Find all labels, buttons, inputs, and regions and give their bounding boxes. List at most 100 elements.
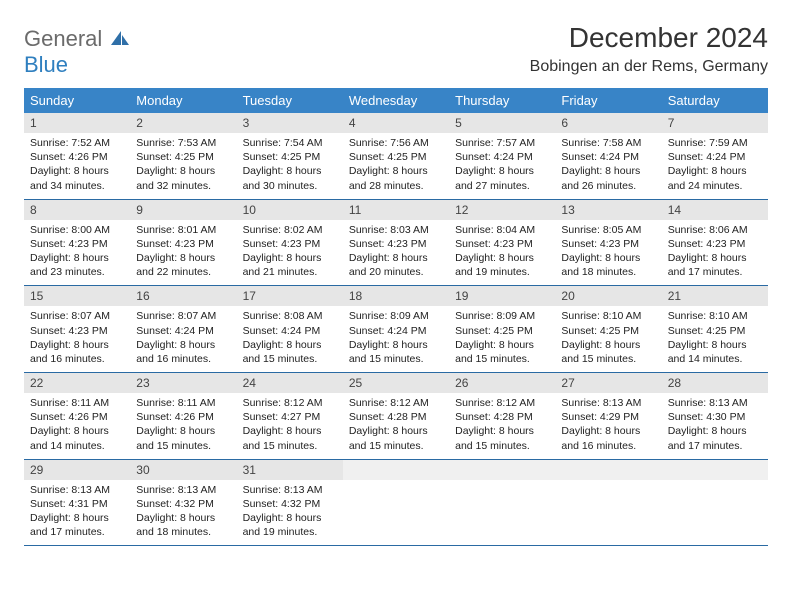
daylight-line: Daylight: 8 hours and 19 minutes. xyxy=(243,511,337,539)
calendar-cell: 4Sunrise: 7:56 AMSunset: 4:25 PMDaylight… xyxy=(343,113,449,199)
daylight-line: Daylight: 8 hours and 17 minutes. xyxy=(668,424,762,452)
day-number: 21 xyxy=(662,286,768,306)
day-details: Sunrise: 7:52 AMSunset: 4:26 PMDaylight:… xyxy=(24,133,130,199)
day-details: Sunrise: 8:10 AMSunset: 4:25 PMDaylight:… xyxy=(662,306,768,372)
calendar-cell: 6Sunrise: 7:58 AMSunset: 4:24 PMDaylight… xyxy=(555,113,661,199)
calendar-cell: 20Sunrise: 8:10 AMSunset: 4:25 PMDayligh… xyxy=(555,286,661,372)
sunrise-line: Sunrise: 8:13 AM xyxy=(136,483,230,497)
daylight-line: Daylight: 8 hours and 23 minutes. xyxy=(30,251,124,279)
calendar-cell: 11Sunrise: 8:03 AMSunset: 4:23 PMDayligh… xyxy=(343,200,449,286)
sunset-line: Sunset: 4:23 PM xyxy=(349,237,443,251)
sunset-line: Sunset: 4:24 PM xyxy=(668,150,762,164)
calendar-cell: 2Sunrise: 7:53 AMSunset: 4:25 PMDaylight… xyxy=(130,113,236,199)
daylight-line: Daylight: 8 hours and 18 minutes. xyxy=(561,251,655,279)
logo-text-1: General xyxy=(24,26,102,51)
sunset-line: Sunset: 4:28 PM xyxy=(349,410,443,424)
daylight-line: Daylight: 8 hours and 15 minutes. xyxy=(455,424,549,452)
calendar-cell: 15Sunrise: 8:07 AMSunset: 4:23 PMDayligh… xyxy=(24,286,130,372)
sunrise-line: Sunrise: 8:00 AM xyxy=(30,223,124,237)
sunrise-line: Sunrise: 8:10 AM xyxy=(561,309,655,323)
sunrise-line: Sunrise: 8:13 AM xyxy=(243,483,337,497)
day-number: 15 xyxy=(24,286,130,306)
day-details: Sunrise: 8:11 AMSunset: 4:26 PMDaylight:… xyxy=(130,393,236,459)
calendar-cell: 14Sunrise: 8:06 AMSunset: 4:23 PMDayligh… xyxy=(662,200,768,286)
sunrise-line: Sunrise: 8:07 AM xyxy=(30,309,124,323)
calendar-cell: 1Sunrise: 7:52 AMSunset: 4:26 PMDaylight… xyxy=(24,113,130,199)
daylight-line: Daylight: 8 hours and 17 minutes. xyxy=(30,511,124,539)
day-number: 12 xyxy=(449,200,555,220)
day-details: Sunrise: 7:57 AMSunset: 4:24 PMDaylight:… xyxy=(449,133,555,199)
calendar-cell: 7Sunrise: 7:59 AMSunset: 4:24 PMDaylight… xyxy=(662,113,768,199)
day-details: Sunrise: 7:59 AMSunset: 4:24 PMDaylight:… xyxy=(662,133,768,199)
daylight-line: Daylight: 8 hours and 15 minutes. xyxy=(243,424,337,452)
sunrise-line: Sunrise: 8:13 AM xyxy=(30,483,124,497)
day-number xyxy=(662,460,768,480)
day-details: Sunrise: 7:58 AMSunset: 4:24 PMDaylight:… xyxy=(555,133,661,199)
calendar-cell-empty xyxy=(555,460,661,546)
calendar-cell: 5Sunrise: 7:57 AMSunset: 4:24 PMDaylight… xyxy=(449,113,555,199)
day-details: Sunrise: 8:12 AMSunset: 4:28 PMDaylight:… xyxy=(343,393,449,459)
calendar-week: 8Sunrise: 8:00 AMSunset: 4:23 PMDaylight… xyxy=(24,200,768,287)
sunrise-line: Sunrise: 8:01 AM xyxy=(136,223,230,237)
day-number: 10 xyxy=(237,200,343,220)
day-number: 25 xyxy=(343,373,449,393)
day-details: Sunrise: 8:07 AMSunset: 4:24 PMDaylight:… xyxy=(130,306,236,372)
sunrise-line: Sunrise: 7:58 AM xyxy=(561,136,655,150)
daylight-line: Daylight: 8 hours and 20 minutes. xyxy=(349,251,443,279)
sunrise-line: Sunrise: 8:02 AM xyxy=(243,223,337,237)
sunrise-line: Sunrise: 8:11 AM xyxy=(30,396,124,410)
sunrise-line: Sunrise: 7:59 AM xyxy=(668,136,762,150)
day-details: Sunrise: 8:13 AMSunset: 4:32 PMDaylight:… xyxy=(130,480,236,546)
sunrise-line: Sunrise: 8:04 AM xyxy=(455,223,549,237)
header: General Blue December 2024 Bobingen an d… xyxy=(24,22,768,78)
day-number: 17 xyxy=(237,286,343,306)
calendar-week: 29Sunrise: 8:13 AMSunset: 4:31 PMDayligh… xyxy=(24,460,768,547)
day-details: Sunrise: 8:08 AMSunset: 4:24 PMDaylight:… xyxy=(237,306,343,372)
daylight-line: Daylight: 8 hours and 14 minutes. xyxy=(30,424,124,452)
calendar-cell: 29 Sunrise: 8:13 AMSunset: 4:31 PMDayligh… xyxy=(24,460,130,546)
sunrise-line: Sunrise: 8:08 AM xyxy=(243,309,337,323)
calendar-cell: 26Sunrise: 8:12 AMSunset: 4:28 PMDayligh… xyxy=(449,373,555,459)
weekday-header: Sunday xyxy=(24,88,130,113)
day-details: Sunrise: 8:07 AMSunset: 4:23 PMDaylight:… xyxy=(24,306,130,372)
calendar-cell: 28Sunrise: 8:13 AMSunset: 4:30 PMDayligh… xyxy=(662,373,768,459)
day-details: Sunrise: 8:04 AMSunset: 4:23 PMDaylight:… xyxy=(449,220,555,286)
weekday-header: Monday xyxy=(130,88,236,113)
weekday-header: Saturday xyxy=(662,88,768,113)
sunset-line: Sunset: 4:24 PM xyxy=(455,150,549,164)
calendar-cell: 9Sunrise: 8:01 AMSunset: 4:23 PMDaylight… xyxy=(130,200,236,286)
calendar-cell: 3Sunrise: 7:54 AMSunset: 4:25 PMDaylight… xyxy=(237,113,343,199)
day-details: Sunrise: 7:53 AMSunset: 4:25 PMDaylight:… xyxy=(130,133,236,199)
sunset-line: Sunset: 4:31 PM xyxy=(30,497,124,511)
calendar-cell: 10Sunrise: 8:02 AMSunset: 4:23 PMDayligh… xyxy=(237,200,343,286)
calendar-cell: 19Sunrise: 8:09 AMSunset: 4:25 PMDayligh… xyxy=(449,286,555,372)
sunset-line: Sunset: 4:30 PM xyxy=(668,410,762,424)
day-details: Sunrise: 8:02 AMSunset: 4:23 PMDaylight:… xyxy=(237,220,343,286)
day-number: 4 xyxy=(343,113,449,133)
title-block: December 2024 Bobingen an der Rems, Germ… xyxy=(530,22,768,76)
logo: General Blue xyxy=(24,22,130,78)
calendar-cell: 30Sunrise: 8:13 AMSunset: 4:32 PMDayligh… xyxy=(130,460,236,546)
day-number: 31 xyxy=(237,460,343,480)
day-number: 5 xyxy=(449,113,555,133)
daylight-line: Daylight: 8 hours and 15 minutes. xyxy=(561,338,655,366)
day-number: 13 xyxy=(555,200,661,220)
day-details: Sunrise: 8:11 AMSunset: 4:26 PMDaylight:… xyxy=(24,393,130,459)
daylight-line: Daylight: 8 hours and 17 minutes. xyxy=(668,251,762,279)
sunrise-line: Sunrise: 8:12 AM xyxy=(455,396,549,410)
sunrise-line: Sunrise: 8:13 AM xyxy=(668,396,762,410)
sunset-line: Sunset: 4:23 PM xyxy=(455,237,549,251)
daylight-line: Daylight: 8 hours and 30 minutes. xyxy=(243,164,337,192)
day-number: 29 xyxy=(24,460,130,480)
page-title: December 2024 xyxy=(530,22,768,54)
day-number xyxy=(343,460,449,480)
day-number: 9 xyxy=(130,200,236,220)
daylight-line: Daylight: 8 hours and 22 minutes. xyxy=(136,251,230,279)
daylight-line: Daylight: 8 hours and 15 minutes. xyxy=(243,338,337,366)
sunrise-line: Sunrise: 7:54 AM xyxy=(243,136,337,150)
calendar-cell-empty xyxy=(449,460,555,546)
day-details: Sunrise: 8:13 AMSunset: 4:32 PMDaylight:… xyxy=(237,480,343,546)
sunset-line: Sunset: 4:26 PM xyxy=(136,410,230,424)
day-details: Sunrise: 8:06 AMSunset: 4:23 PMDaylight:… xyxy=(662,220,768,286)
calendar-cell-empty xyxy=(662,460,768,546)
